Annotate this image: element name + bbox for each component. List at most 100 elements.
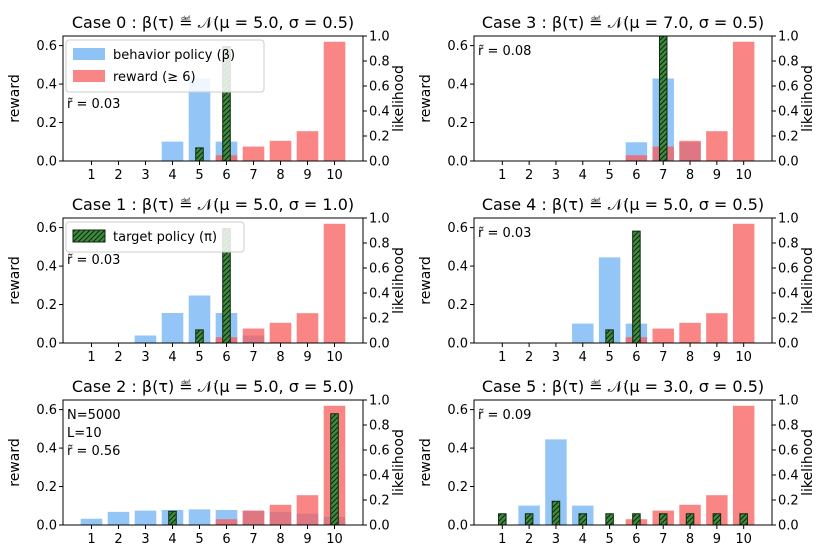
x-tick-label-4: 4 [168,168,176,183]
bar-reward-10 [323,41,346,162]
x-tick-label-2: 2 [114,350,122,365]
y-right-tick-label: 0.8 [778,55,799,70]
y-right-tick-label: 0.4 [778,287,799,302]
bar-target-10 [330,413,339,526]
series-target [658,35,668,162]
chart-panel-5: 1 2 3 4 5 6 7 8 9 10 0.0 0.2 0.4 0.6 0.0 0.2 0.4 0.6 0.8 1.… [418,377,816,547]
x-tick-label-9: 9 [303,168,311,183]
chart-panel-1: 1 2 3 4 5 6 7 8 9 10 0.0 0.2 0.4 0.6 0.0 0.2 0.4 0.6 0.8 1.… [7,195,407,365]
y-right-tick-label: 0.0 [369,519,390,534]
bar-behavior-3 [545,439,567,525]
y-right-tick-label: 0.2 [778,494,799,509]
y-left-tick-label: 0.4 [447,260,468,275]
y-right-tick-label: 0.4 [369,105,390,120]
legend-swatch [73,48,105,60]
x-tick-label-6: 6 [632,168,640,183]
bar-reward-8 [269,504,292,525]
bar-target-7 [658,35,668,162]
series-target [498,500,748,526]
y-right-tick-label: 0.4 [369,469,390,484]
bar-target-6 [632,230,641,344]
chart-title: Case 0 : β(τ) ≝ 𝒩(μ = 5.0, σ = 0.5) [72,13,354,32]
x-tick-label-5: 5 [195,168,203,183]
bar-behavior-1 [80,518,103,525]
x-tick-label-4: 4 [579,168,587,183]
bar-reward-9 [296,313,319,343]
x-tick-label-2: 2 [525,168,533,183]
bar-behavior-4 [161,141,184,161]
y-right-tick-label: 0.8 [778,237,799,252]
axes-frame [62,35,364,162]
bar-reward-8 [679,322,701,343]
series-reward [625,223,755,343]
bar-behavior-3 [134,510,157,525]
y-right-tick-label: 0.2 [369,312,390,327]
legend-label: target policy (π) [113,230,217,245]
y-left-tick-label: 0.6 [36,39,57,54]
y-left-tick-label: 0.4 [447,78,468,93]
bar-target-5 [605,513,614,526]
x-tick-label-10: 10 [735,350,752,365]
x-tick-label-8: 8 [686,168,694,183]
y-left-tick-label: 0.4 [36,442,57,457]
x-tick-label-8: 8 [686,532,694,547]
bar-reward-8 [269,322,292,343]
y-left-tick-label: 0.0 [36,155,57,170]
x-tick-label-2: 2 [525,350,533,365]
y-left-tick-label: 0.0 [447,337,468,352]
y-right-tick-label: 1.0 [778,212,799,227]
y-left-tick-label: 0.6 [36,403,57,418]
bar-target-7 [658,513,668,526]
x-tick-label-5: 5 [195,350,203,365]
annotation-text: N=5000 [67,408,121,423]
y-left-tick-label: 0.6 [447,221,468,236]
x-tick-label-1: 1 [87,168,95,183]
y-right-tick-label: 0.4 [778,105,799,120]
x-tick-label-5: 5 [605,168,613,183]
x-tick-label-3: 3 [141,168,149,183]
chart-panel-3: 1 2 3 4 5 6 7 8 9 10 0.0 0.2 0.4 0.6 0.0 0.2 0.4 0.6 0.8 1.… [418,13,816,183]
y-left-tick-label: 0.4 [36,78,57,93]
bar-reward-6 [625,155,648,161]
y-left-tick-label: 0.4 [447,442,468,457]
chart-panel-4: 1 2 3 4 5 6 7 8 9 10 0.0 0.2 0.4 0.6 0.0 0.2 0.4 0.6 0.8 1.… [418,195,816,365]
y-right-tick-label: 0.8 [369,55,390,70]
y-left-tick-label: 0.6 [447,39,468,54]
y-right-tick-label: 0.8 [369,237,390,252]
bar-target-5 [195,329,204,344]
y-left-tick-label: 0.2 [36,298,57,313]
bar-reward-8 [679,140,701,161]
x-tick-label-6: 6 [632,532,640,547]
bar-behavior-5 [188,509,211,525]
x-tick-label-1: 1 [498,168,506,183]
bar-reward-7 [242,510,265,525]
y-right-tick-label: 0.6 [369,80,390,95]
y-right-axis-label: likelihood [391,247,407,314]
y-right-tick-label: 0.6 [369,444,390,459]
bar-behavior-2 [107,511,130,525]
y-right-tick-label: 0.2 [778,312,799,327]
series-reward [625,405,755,525]
legend-swatch [73,70,105,82]
chart-panel-0: 1 2 3 4 5 6 7 8 9 10 0.0 0.2 0.4 0.6 0.0 0.2 0.4 0.6 0.8 1.… [7,13,407,183]
legend: target policy (π) [65,221,245,253]
y-right-tick-label: 1.0 [369,212,390,227]
chart-title: Case 5 : β(τ) ≝ 𝒩(μ = 3.0, σ = 0.5) [482,377,764,396]
x-tick-label-5: 5 [605,350,613,365]
y-right-tick-label: 1.0 [369,394,390,409]
chart-title: Case 3 : β(τ) ≝ 𝒩(μ = 7.0, σ = 0.5) [482,13,764,32]
y-left-axis-label: reward [7,74,23,123]
y-right-tick-label: 0.6 [778,80,799,95]
y-right-tick-label: 1.0 [778,394,799,409]
bar-target-8 [685,513,695,526]
y-right-tick-label: 0.6 [778,444,799,459]
chart-panel-2: 1 2 3 4 5 6 7 8 9 10 0.0 0.2 0.4 0.6 0.0 0.2 0.4 0.6 0.8 1.… [7,377,407,547]
x-tick-label-2: 2 [114,532,122,547]
x-tick-label-3: 3 [552,350,560,365]
x-tick-label-1: 1 [498,350,506,365]
x-tick-label-7: 7 [249,532,257,547]
x-tick-label-9: 9 [303,532,311,547]
y-right-axis-label: likelihood [800,247,816,314]
x-tick-label-4: 4 [579,350,587,365]
